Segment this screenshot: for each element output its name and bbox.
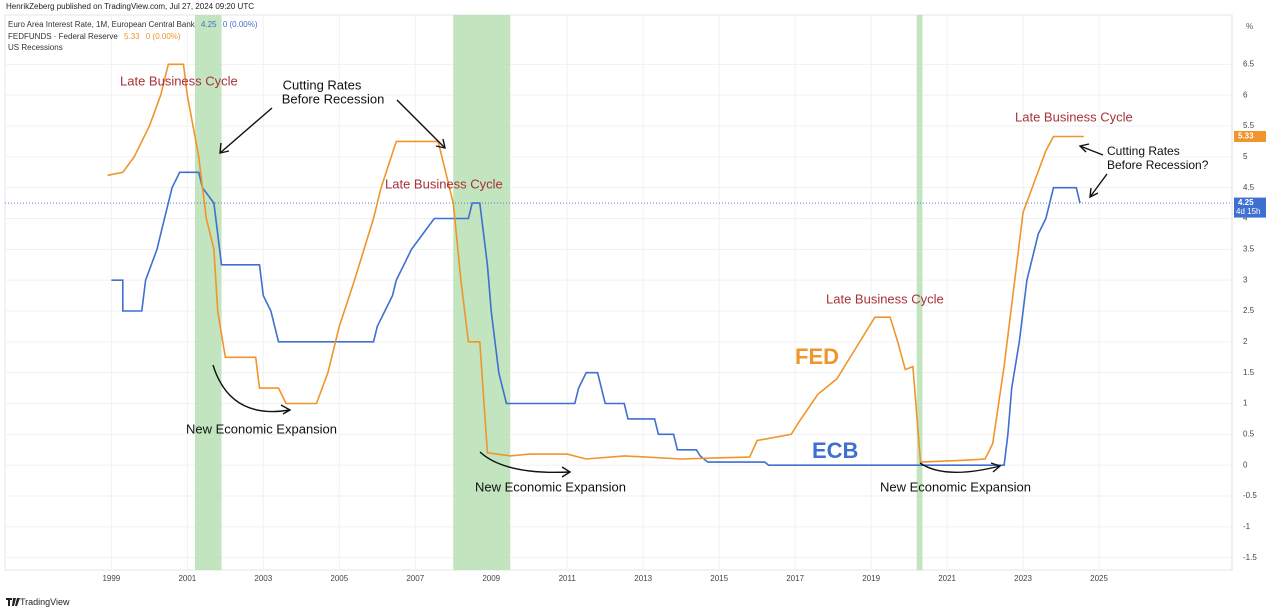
- y-tick-label: 0: [1243, 460, 1248, 469]
- y-tick-label: 5: [1243, 152, 1248, 161]
- legend: Euro Area Interest Rate, 1M, European Ce…: [8, 19, 258, 54]
- y-tick-label: 3: [1243, 275, 1248, 284]
- y-tick-label: 1: [1243, 399, 1248, 408]
- y-tick-label: 1.5: [1243, 368, 1255, 377]
- annotation: Before Recession?: [1107, 158, 1209, 172]
- x-tick-label: 2003: [254, 574, 272, 583]
- price-tag: [1234, 130, 1266, 142]
- recession-band: [194, 15, 222, 570]
- legend-value: 4.25: [201, 20, 217, 29]
- logo-icon: [6, 598, 20, 606]
- y-tick-label: -1.5: [1243, 553, 1257, 562]
- y-tick-label: 3.5: [1243, 244, 1255, 253]
- y-tick-label: 0.5: [1243, 429, 1255, 438]
- x-tick-label: 2023: [1014, 574, 1032, 583]
- arrow-head: [1089, 187, 1099, 199]
- annotation: Late Business Cycle: [385, 176, 503, 191]
- x-tick-label: 2017: [786, 574, 804, 583]
- legend-change: 0 (0.00%): [222, 20, 258, 29]
- x-tick-label: 2007: [406, 574, 424, 583]
- x-tick-label: 2009: [482, 574, 500, 583]
- annotation: FED: [795, 344, 839, 369]
- arrow-head: [280, 404, 292, 415]
- arrow-head: [561, 466, 572, 478]
- price-tag: [1234, 197, 1266, 218]
- x-tick-label: 2015: [710, 574, 728, 583]
- y-tick-label: 5.5: [1243, 121, 1255, 130]
- annotation: Cutting Rates: [283, 77, 362, 92]
- legend-label: FEDFUNDS · Federal Reserve: [8, 31, 118, 41]
- price-tag-value: 5.33: [1238, 132, 1254, 141]
- arrow: [1079, 145, 1104, 156]
- footer-logo: TradingView: [20, 597, 70, 607]
- annotation: ECB: [812, 438, 858, 463]
- y-tick-label: 6.5: [1243, 59, 1255, 68]
- annotation: New Economic Expansion: [186, 421, 337, 436]
- header: HenrikZeberg published on TradingView.co…: [6, 2, 254, 11]
- x-tick-label: 2019: [862, 574, 880, 583]
- price-tag-countdown: 4d 15h: [1236, 207, 1260, 216]
- arrow: [396, 99, 446, 149]
- arrow: [219, 107, 273, 154]
- arrow-head: [990, 462, 1002, 473]
- y-tick-label: 6: [1243, 90, 1248, 99]
- legend-item: US Recessions: [8, 42, 258, 54]
- x-tick-label: 2005: [330, 574, 348, 583]
- series-line: [111, 171, 1081, 466]
- annotation: New Economic Expansion: [475, 479, 626, 494]
- legend-item: FEDFUNDS · Federal Reserve 5.33 0 (0.00%…: [8, 31, 258, 43]
- x-tick-label: 1999: [102, 574, 120, 583]
- arrow-head: [435, 138, 446, 149]
- y-tick-label: -1: [1243, 522, 1251, 531]
- arrow: [1089, 173, 1108, 198]
- y-tick-label: 4: [1243, 214, 1248, 223]
- y-tick-label: -0.5: [1243, 491, 1257, 500]
- x-tick-label: 2021: [938, 574, 956, 583]
- annotation: Late Business Cycle: [120, 73, 238, 88]
- arrow: [919, 462, 1001, 473]
- y-tick-label: 2.5: [1243, 306, 1255, 315]
- legend-item: Euro Area Interest Rate, 1M, European Ce…: [8, 19, 258, 31]
- x-tick-label: 2025: [1090, 574, 1108, 583]
- legend-value: 5.33: [124, 31, 140, 41]
- x-tick-label: 2001: [178, 574, 196, 583]
- series-line: [107, 63, 1084, 463]
- arrow: [479, 451, 571, 474]
- arrow-head: [1078, 143, 1090, 153]
- legend-change: 0 (0.00%): [145, 31, 181, 41]
- annotation: New Economic Expansion: [880, 479, 1031, 494]
- x-tick-label: 2013: [634, 574, 652, 583]
- arrow: [212, 364, 291, 413]
- annotation: Cutting Rates: [1107, 144, 1180, 158]
- recession-band: [916, 15, 923, 570]
- x-tick-label: 2011: [559, 574, 577, 583]
- y-tick-label: 2: [1243, 337, 1248, 346]
- axis-unit: %: [1246, 22, 1253, 31]
- annotation: Late Business Cycle: [1015, 109, 1133, 124]
- legend-label: Euro Area Interest Rate, 1M, European Ce…: [8, 20, 195, 29]
- arrow-head: [219, 142, 230, 154]
- annotation: Late Business Cycle: [826, 291, 944, 306]
- y-tick-label: 4.5: [1243, 183, 1255, 192]
- price-tag-value: 4.25: [1238, 198, 1254, 207]
- annotation: Before Recession: [282, 91, 385, 106]
- legend-label: US Recessions: [8, 43, 63, 52]
